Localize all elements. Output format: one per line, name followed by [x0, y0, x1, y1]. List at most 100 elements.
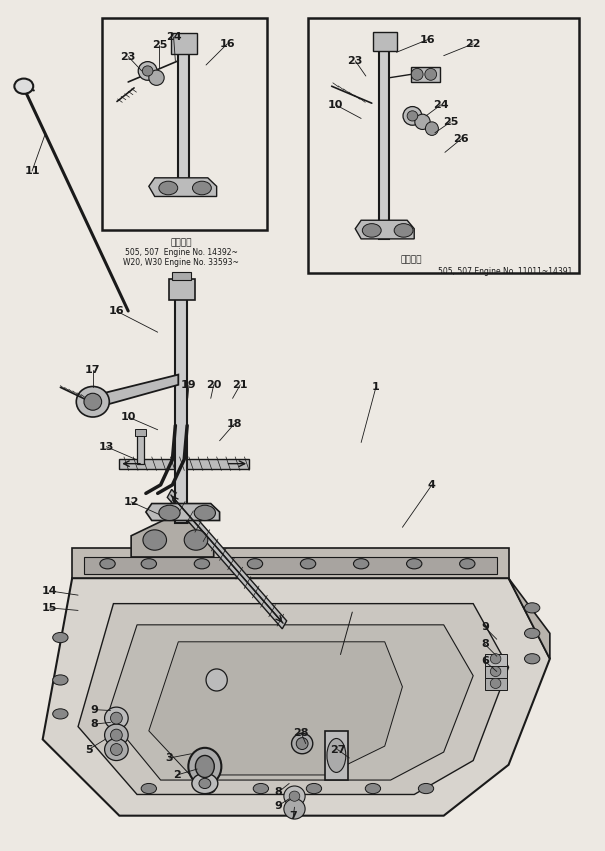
Ellipse shape	[159, 505, 180, 521]
Ellipse shape	[362, 224, 381, 237]
Ellipse shape	[403, 106, 422, 125]
Text: 16: 16	[108, 306, 124, 316]
Text: 16: 16	[420, 35, 436, 44]
Ellipse shape	[289, 791, 300, 802]
Ellipse shape	[411, 68, 423, 80]
Text: 10: 10	[328, 100, 344, 110]
Polygon shape	[355, 220, 414, 239]
Ellipse shape	[407, 111, 418, 121]
Text: 8: 8	[481, 639, 489, 649]
Text: 1: 1	[372, 382, 380, 392]
Bar	[137, 431, 144, 464]
Ellipse shape	[284, 799, 305, 819]
Ellipse shape	[15, 78, 33, 94]
Text: 17: 17	[85, 365, 100, 375]
Polygon shape	[78, 603, 509, 795]
Text: 11: 11	[24, 166, 40, 176]
Text: 28: 28	[293, 728, 309, 738]
Ellipse shape	[149, 70, 164, 85]
Bar	[373, 32, 396, 50]
Ellipse shape	[111, 712, 122, 724]
Polygon shape	[131, 519, 214, 557]
Polygon shape	[149, 178, 217, 197]
Bar	[102, 19, 267, 231]
Text: 適用号等: 適用号等	[171, 238, 192, 248]
Ellipse shape	[365, 784, 381, 794]
Ellipse shape	[407, 558, 422, 568]
Text: 22: 22	[465, 39, 481, 49]
Ellipse shape	[415, 114, 430, 129]
Polygon shape	[146, 504, 220, 521]
Ellipse shape	[184, 530, 208, 551]
Ellipse shape	[327, 739, 346, 773]
Ellipse shape	[490, 654, 501, 664]
Polygon shape	[178, 43, 189, 197]
Polygon shape	[509, 578, 550, 659]
Ellipse shape	[490, 666, 501, 677]
Ellipse shape	[105, 724, 128, 746]
Ellipse shape	[296, 738, 308, 750]
Ellipse shape	[194, 558, 209, 568]
Polygon shape	[84, 557, 497, 574]
Ellipse shape	[425, 68, 437, 80]
Ellipse shape	[84, 393, 102, 410]
Ellipse shape	[105, 707, 128, 729]
Ellipse shape	[141, 558, 157, 568]
Polygon shape	[93, 374, 178, 408]
Text: 21: 21	[232, 380, 248, 390]
Ellipse shape	[284, 786, 305, 807]
Ellipse shape	[206, 669, 227, 691]
Text: 5: 5	[85, 745, 93, 755]
Ellipse shape	[53, 709, 68, 719]
Text: 適用号等: 適用号等	[401, 255, 422, 265]
Ellipse shape	[192, 774, 218, 794]
Text: 18: 18	[227, 419, 242, 429]
Text: 6: 6	[481, 656, 489, 666]
Bar	[136, 429, 146, 436]
Ellipse shape	[418, 784, 434, 794]
Text: 9: 9	[91, 705, 99, 715]
Text: 8: 8	[91, 719, 99, 729]
Text: 4: 4	[428, 480, 436, 490]
Ellipse shape	[525, 603, 540, 613]
Bar	[485, 654, 508, 665]
Ellipse shape	[394, 224, 413, 237]
Ellipse shape	[159, 181, 178, 195]
Text: 23: 23	[347, 56, 363, 66]
Ellipse shape	[525, 654, 540, 664]
Polygon shape	[175, 298, 187, 523]
Text: 14: 14	[42, 585, 57, 596]
Ellipse shape	[53, 632, 68, 643]
Ellipse shape	[292, 734, 313, 754]
Polygon shape	[43, 578, 550, 815]
Text: 13: 13	[99, 442, 114, 452]
Ellipse shape	[143, 530, 166, 551]
Ellipse shape	[111, 744, 122, 756]
Polygon shape	[379, 39, 390, 239]
Polygon shape	[108, 625, 473, 780]
Ellipse shape	[247, 558, 263, 568]
Ellipse shape	[199, 779, 211, 789]
Ellipse shape	[105, 739, 128, 761]
Ellipse shape	[200, 784, 215, 794]
Ellipse shape	[111, 729, 122, 741]
Bar	[171, 33, 197, 54]
Text: 23: 23	[120, 52, 136, 61]
Text: 10: 10	[120, 412, 136, 422]
Ellipse shape	[142, 66, 153, 76]
Bar	[411, 66, 440, 82]
Text: 9: 9	[275, 801, 283, 810]
Ellipse shape	[353, 558, 369, 568]
Ellipse shape	[138, 61, 157, 80]
Text: 24: 24	[166, 32, 182, 42]
Text: 15: 15	[42, 603, 57, 613]
Ellipse shape	[490, 678, 501, 688]
Bar	[172, 272, 191, 281]
Text: 3: 3	[166, 753, 173, 763]
Bar	[324, 731, 348, 780]
Text: 25: 25	[152, 41, 167, 50]
Text: 20: 20	[206, 380, 221, 390]
Text: 24: 24	[433, 100, 448, 110]
Text: 505, 507  Engine No. 14392~
W20, W30 Engine No. 33593~: 505, 507 Engine No. 14392~ W20, W30 Engi…	[123, 248, 239, 267]
Text: 505, 507 Engine No. 11011~14391: 505, 507 Engine No. 11011~14391	[438, 266, 572, 276]
